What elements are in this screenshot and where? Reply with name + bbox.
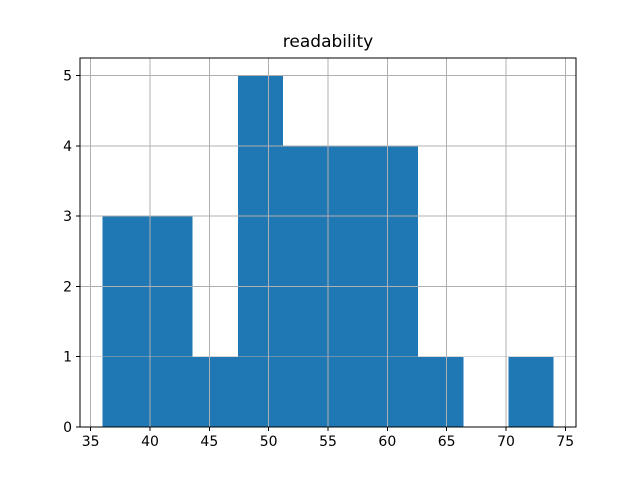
y-tick-label: 2 [63, 279, 72, 295]
x-tick-label: 70 [497, 434, 515, 450]
x-tick-label: 35 [82, 434, 100, 450]
y-tick-label: 1 [63, 350, 72, 366]
y-tick-label: 3 [63, 209, 72, 225]
histogram-bar [147, 216, 193, 427]
histogram-bar [418, 356, 464, 427]
y-tick-label: 5 [63, 69, 72, 85]
x-tick-label: 65 [438, 434, 456, 450]
x-tick-label: 45 [200, 434, 218, 450]
y-tick-label: 0 [63, 420, 72, 436]
histogram-bar [508, 356, 554, 427]
plot-border [79, 57, 577, 428]
x-tick-label: 40 [141, 434, 159, 450]
chart-title: readability [282, 32, 374, 52]
histogram-bar [237, 75, 283, 427]
x-tick-label: 50 [260, 434, 278, 450]
y-tick-label: 4 [63, 139, 72, 155]
x-tick-label: 75 [556, 434, 574, 450]
histogram-bar [192, 356, 238, 427]
x-tick-label: 55 [319, 434, 337, 450]
histogram-bar [102, 216, 148, 427]
x-tick-label: 60 [378, 434, 396, 450]
